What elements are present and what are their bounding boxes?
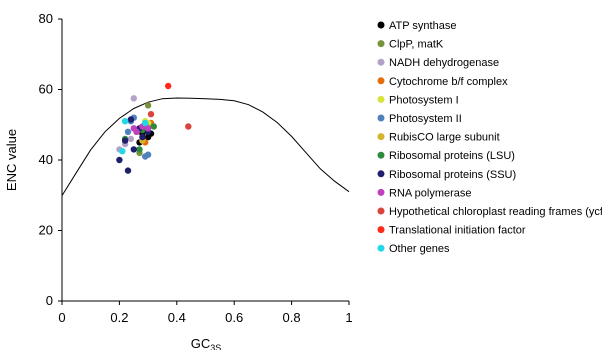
y-tick-label: 40 (39, 152, 53, 167)
y-axis-title: ENC value (4, 129, 19, 191)
data-point (124, 128, 132, 135)
y-tick-label: 60 (39, 82, 53, 97)
legend-marker (377, 21, 385, 29)
legend-marker (377, 114, 385, 122)
legend-marker (377, 188, 385, 196)
y-tick-label: 80 (39, 11, 53, 26)
legend-marker (377, 207, 385, 215)
x-tick-label: 0.6 (225, 310, 243, 325)
legend-label: NADH dehydrogenase (389, 57, 499, 69)
legend-label: Photosystem II (389, 113, 462, 125)
legend-label: ATP synthase (389, 20, 456, 32)
data-point (121, 137, 129, 144)
data-point (130, 125, 137, 132)
legend-item: Photosystem II (377, 113, 462, 125)
legend-marker (377, 58, 385, 66)
data-point (144, 151, 152, 158)
data-point (124, 167, 132, 174)
x-axis-title: GC3S (191, 336, 222, 350)
data-point (144, 102, 152, 109)
x-tick-label: 0.8 (283, 310, 301, 325)
legend-label: Translational initiation factor (389, 225, 526, 237)
data-point (130, 95, 137, 102)
x-axis: 0 0.2 0.4 0.6 0.8 1 (58, 300, 353, 325)
plot-area (61, 82, 350, 196)
legend-marker (377, 170, 385, 178)
legend-item: RubisCO large subunit (377, 132, 500, 144)
x-tick-label: 0.4 (168, 310, 186, 325)
data-point (136, 146, 143, 153)
data-point (139, 133, 146, 141)
legend-marker (377, 40, 385, 48)
data-point (127, 135, 135, 143)
legend-item: NADH dehydrogenase (377, 57, 499, 69)
data-point (127, 116, 135, 123)
legend-marker (377, 95, 385, 103)
legend-label: Other genes (389, 243, 450, 255)
data-point (121, 118, 129, 125)
legend-label: Cytochrome b/f complex (389, 76, 508, 88)
legend-label: Ribosomal proteins (LSU) (389, 150, 515, 162)
y-axis: 0 20 40 60 80 (39, 11, 63, 308)
data-point (165, 82, 172, 90)
data-point (142, 119, 149, 127)
legend-label: Photosystem I (389, 94, 459, 106)
data-point (116, 156, 123, 164)
data-point (144, 125, 152, 132)
x-tick-label: 1 (345, 310, 352, 325)
x-tick-label: 0 (58, 310, 65, 325)
legend-marker (377, 244, 385, 252)
legend-label: ClpP, matK (389, 39, 444, 51)
y-tick-label: 20 (39, 223, 53, 238)
legend-marker (377, 226, 385, 234)
legend-item: ATP synthase (377, 20, 456, 32)
data-point (185, 123, 192, 130)
legend-marker (377, 151, 385, 159)
legend-label: RubisCO large subunit (389, 132, 500, 144)
legend-item: Photosystem I (377, 94, 459, 106)
data-point (150, 123, 157, 130)
legend-item: ClpP, matK (377, 39, 444, 51)
data-point (119, 148, 126, 155)
legend-item: Other genes (377, 243, 450, 255)
legend-label: Hypothetical chloroplast reading frames … (389, 206, 602, 218)
legend-marker (377, 77, 385, 85)
legend-label: Ribosomal proteins (SSU) (389, 169, 516, 181)
expected-enc-curve (61, 97, 350, 196)
legend-item: Cytochrome b/f complex (377, 76, 508, 88)
data-point (147, 111, 155, 118)
x-tick-label: 0.2 (110, 310, 128, 325)
data-point (130, 146, 137, 153)
legend-item: Hypothetical chloroplast reading frames … (377, 206, 602, 218)
legend-item: RNA polymerase (377, 187, 472, 199)
legend: ATP synthase ClpP, matK NADH dehydrogenase… (377, 20, 602, 255)
legend-marker (377, 133, 385, 141)
y-tick-label: 0 (46, 293, 53, 308)
legend-item: Translational initiation factor (377, 225, 526, 237)
legend-label: RNA polymerase (389, 187, 472, 199)
legend-item: Ribosomal proteins (LSU) (377, 150, 515, 162)
legend-item: Ribosomal proteins (SSU) (377, 169, 516, 181)
